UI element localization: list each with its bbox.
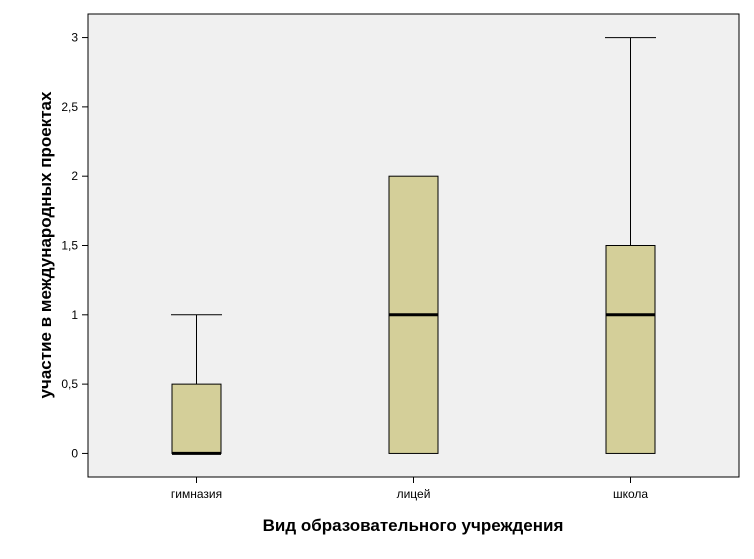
x-tick-label: лицей <box>397 487 431 501</box>
y-tick-label: 3 <box>71 31 78 45</box>
y-tick-label: 1,5 <box>61 239 78 253</box>
y-tick-label: 0,5 <box>61 377 78 391</box>
x-tick-label: гимназия <box>171 487 222 501</box>
y-tick-label: 1 <box>71 308 78 322</box>
y-axis: 0 0,5 1 1,5 2 2,5 3 <box>61 31 88 460</box>
box-1 <box>171 314 222 455</box>
x-tick-label: школа <box>613 487 648 501</box>
y-tick-label: 0 <box>71 446 78 460</box>
box-3 <box>605 37 656 454</box>
y-tick-label: 2,5 <box>61 100 78 114</box>
x-axis-title: Вид образовательного учреждения <box>263 516 564 535</box>
x-axis: гимназия лицей школа <box>171 477 648 501</box>
boxes <box>171 37 656 455</box>
box-2 <box>388 175 439 454</box>
box-iqr <box>171 383 222 454</box>
y-tick-label: 2 <box>71 169 78 183</box>
y-axis-title: участие в международных проектах <box>36 91 55 398</box>
box-iqr <box>605 245 656 454</box>
